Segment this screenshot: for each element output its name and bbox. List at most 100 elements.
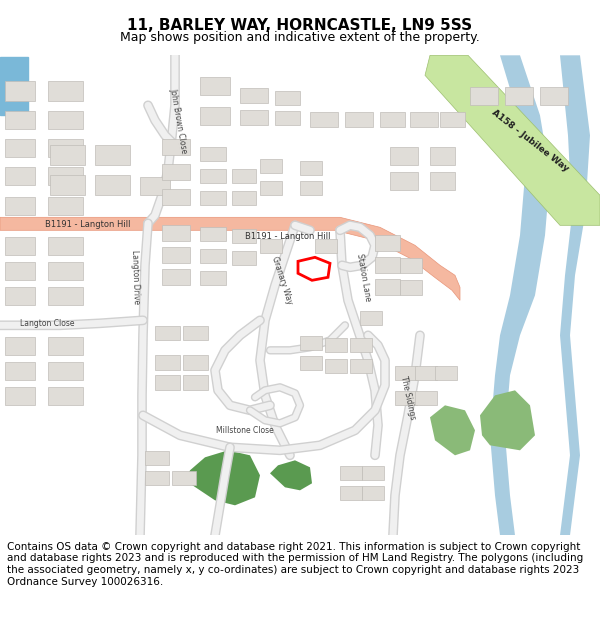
Text: John Brown Close: John Brown Close [168,87,188,154]
Bar [362,486,384,500]
Bar [325,338,347,352]
Bar [162,225,190,241]
Bar [400,280,422,295]
Bar [200,228,226,241]
Bar [183,375,208,390]
Bar [260,239,282,253]
Bar [260,159,282,173]
Bar [410,112,438,128]
Text: Station Lane: Station Lane [355,253,372,302]
Bar [50,145,85,165]
Bar [375,235,400,251]
Bar [162,189,190,205]
Bar [48,338,83,355]
Bar [48,388,83,405]
Bar [240,88,268,103]
Text: Langton Drive: Langton Drive [130,250,140,304]
Text: A158 - Jubilee Way: A158 - Jubilee Way [490,107,570,173]
Text: Map shows position and indicative extent of the property.: Map shows position and indicative extent… [120,31,480,44]
Bar [345,112,373,128]
Bar [310,112,338,128]
Bar [200,78,230,95]
Bar [395,366,417,380]
Polygon shape [490,55,550,535]
Bar [260,181,282,195]
Bar [5,81,35,101]
Bar [232,229,256,243]
Bar [275,91,300,105]
Bar [350,359,372,373]
Bar [48,198,83,215]
Bar [440,112,465,128]
Bar [5,338,35,355]
Bar [400,258,422,273]
Bar [200,169,226,183]
Bar [5,288,35,305]
Bar [5,111,35,129]
Bar [5,139,35,158]
Polygon shape [425,55,600,225]
Bar [48,111,83,129]
Bar [430,173,455,190]
Bar [435,366,457,380]
Bar [240,110,268,125]
Bar [200,249,226,263]
Bar [430,148,455,165]
Bar [375,258,400,273]
Bar [315,239,337,253]
Bar [183,326,208,340]
Bar [183,355,208,370]
Bar [390,148,418,165]
Polygon shape [480,390,535,450]
Bar [5,168,35,185]
Text: B1191 - Langton Hill: B1191 - Langton Hill [245,232,331,241]
Bar [470,88,498,105]
Bar [232,251,256,265]
Bar [155,375,180,390]
Bar [5,198,35,215]
Bar [162,164,190,180]
Bar [5,262,35,280]
Bar [390,173,418,190]
Bar [300,356,322,370]
Bar [300,336,322,350]
Bar [5,388,35,405]
Bar [360,311,382,325]
Bar [162,269,190,285]
Bar [95,175,130,195]
Bar [395,391,417,405]
Bar [155,326,180,340]
Bar [415,391,437,405]
Bar [200,271,226,285]
Bar [48,139,83,158]
Bar [380,112,405,128]
Bar [505,88,533,105]
Bar [540,88,568,105]
Polygon shape [560,55,590,535]
Bar [415,366,437,380]
Text: Contains OS data © Crown copyright and database right 2021. This information is : Contains OS data © Crown copyright and d… [7,542,583,587]
Bar [48,262,83,280]
Bar [48,362,83,380]
Bar [200,148,226,161]
Polygon shape [185,450,260,505]
Bar [5,362,35,380]
Text: B1191 - Langton Hill: B1191 - Langton Hill [45,220,131,229]
Bar [300,181,322,195]
Bar [340,466,362,480]
Bar [48,288,83,305]
Bar [145,451,169,465]
Polygon shape [0,217,460,300]
Bar [340,486,362,500]
Bar [95,145,130,165]
Bar [232,191,256,205]
Bar [200,107,230,125]
Bar [350,338,372,352]
Bar [140,177,170,195]
Text: Granary Way: Granary Way [270,255,294,306]
Bar [145,471,169,485]
Polygon shape [270,460,312,490]
Bar [300,161,322,175]
Bar [375,279,400,295]
Bar [232,169,256,183]
